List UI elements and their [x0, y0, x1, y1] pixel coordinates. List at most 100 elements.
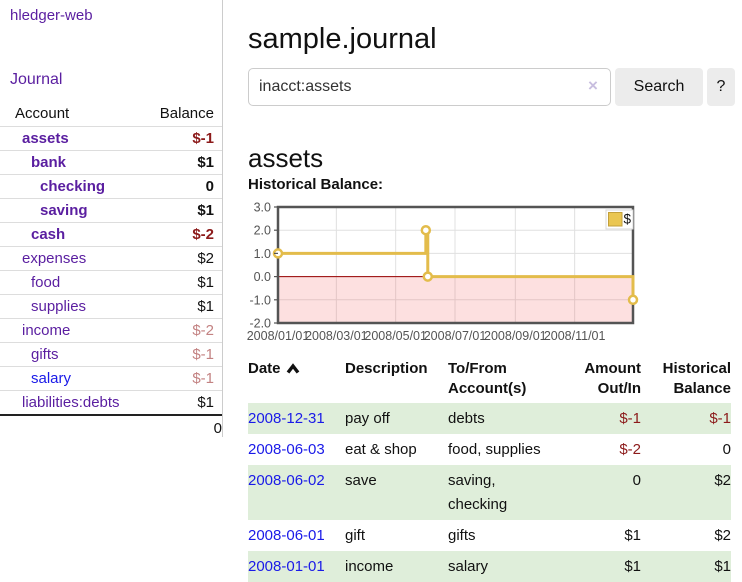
account-balance: $-1	[146, 126, 222, 151]
sidebar-account-liabilities-debts[interactable]: liabilities:debts	[22, 394, 120, 411]
sidebar-account-assets[interactable]: assets	[22, 130, 69, 147]
register-accounts: food, supplies	[448, 441, 541, 458]
accounts-balance-table: Account Balance assets $-1 bank $1 checking 0…	[0, 100, 222, 441]
register-date-link[interactable]: 2008-06-03	[248, 441, 325, 458]
svg-text:1.0: 1.0	[254, 247, 271, 261]
sidebar-account-gifts[interactable]: gifts	[31, 346, 59, 363]
register-balance: 0	[722, 441, 731, 458]
sidebar-account-row: salary $-1	[0, 366, 222, 391]
sidebar-account-cash[interactable]: cash	[31, 226, 66, 243]
register-description: income	[345, 558, 394, 575]
legend-swatch	[608, 212, 623, 227]
account-balance: $2	[146, 246, 222, 271]
legend-label: $	[624, 212, 632, 227]
register-table: Date Description To/From Account(s) Amou…	[248, 359, 731, 582]
sidebar-account-row: bank $1	[0, 150, 222, 175]
register-accounts: saving, checking	[448, 472, 508, 513]
account-balance: $1	[146, 294, 222, 319]
sidebar-account-row: checking 0	[0, 174, 222, 199]
historical-balance-chart: 3.0 2.0 1.0 0.0 -1.0 -2.02008/01/012008/03/01…	[247, 201, 639, 343]
chart-title: Historical Balance:	[248, 176, 384, 193]
register-amount: $1	[624, 558, 641, 575]
search-input[interactable]	[248, 68, 611, 106]
svg-text:3.0: 3.0	[254, 201, 271, 215]
register-description: pay off	[345, 410, 390, 427]
account-balance: $-2	[146, 222, 222, 247]
account-balance: $-1	[146, 342, 222, 367]
sidebar-account-row: income $-2	[0, 318, 222, 343]
register-accounts: salary	[448, 558, 489, 575]
register-row: 2008-06-03 eat & shop food, supplies $-2 0	[248, 434, 731, 465]
account-balance: $1	[146, 390, 222, 416]
column-header-date[interactable]: Date	[248, 359, 345, 403]
register-balance: $2	[714, 527, 731, 544]
account-balance: $1	[146, 198, 222, 223]
search-button[interactable]: Search	[615, 68, 703, 106]
svg-text:0.0: 0.0	[254, 270, 271, 284]
sidebar-account-row: gifts $-1	[0, 342, 222, 367]
svg-text:2008/01/01: 2008/01/01	[247, 329, 310, 343]
svg-text:2008/09/01: 2008/09/01	[484, 329, 547, 343]
sidebar-account-income[interactable]: income	[22, 322, 71, 339]
register-description: gift	[345, 527, 366, 544]
sidebar-account-row: cash $-2	[0, 222, 222, 247]
register-accounts: gifts	[448, 527, 476, 544]
account-heading: assets	[248, 142, 324, 173]
register-balance: $-1	[709, 410, 731, 427]
column-header-amount: Amount Out/In	[584, 360, 641, 397]
register-accounts: debts	[448, 410, 485, 427]
column-header-balance: Historical Balance	[662, 360, 731, 397]
svg-text:-1.0: -1.0	[249, 293, 271, 307]
sidebar-account-row: assets $-1	[0, 126, 222, 151]
sidebar-account-expenses[interactable]: expenses	[22, 250, 87, 267]
accounts-column-header: Account	[0, 100, 146, 127]
account-balance: 0	[146, 174, 222, 199]
account-balance: $-1	[146, 366, 222, 391]
help-button[interactable]: ?	[707, 68, 735, 106]
register-balance: $1	[714, 558, 731, 575]
sidebar-account-supplies[interactable]: supplies	[31, 298, 87, 315]
register-date-link[interactable]: 2008-06-02	[248, 472, 325, 489]
register-amount: $1	[624, 527, 641, 544]
sidebar-item-journal[interactable]: Journal	[10, 71, 63, 88]
column-header-description: Description	[345, 360, 428, 377]
register-row: 2008-12-31 pay off debts $-1 $-1	[248, 403, 731, 434]
register-description: eat & shop	[345, 441, 417, 458]
sidebar-account-row: liabilities:debts $1	[0, 390, 222, 416]
svg-text:2008/03/01: 2008/03/01	[305, 329, 368, 343]
register-row: 2008-01-01 income salary $1 $1	[248, 551, 731, 582]
sidebar-account-salary[interactable]: salary	[31, 370, 72, 387]
register-date-link[interactable]: 2008-06-01	[248, 527, 325, 544]
account-balance: $1	[146, 270, 222, 295]
brand-link[interactable]: hledger-web	[10, 7, 93, 24]
sidebar-account-row: saving $1	[0, 198, 222, 223]
register-amount: 0	[632, 472, 641, 489]
column-header-accounts: To/From Account(s)	[448, 360, 527, 397]
sort-ascending-icon	[286, 363, 299, 374]
register-date-link[interactable]: 2008-01-01	[248, 558, 325, 575]
svg-text:-2.0: -2.0	[249, 317, 271, 331]
sidebar-account-checking[interactable]: checking	[40, 178, 106, 195]
register-date-link[interactable]: 2008-12-31	[248, 410, 325, 427]
accounts-total-value: 0	[146, 414, 222, 441]
page-title: sample.journal	[248, 23, 437, 56]
register-amount: $-1	[619, 410, 641, 427]
sidebar-account-saving[interactable]: saving	[40, 202, 88, 219]
svg-text:2008/07/01: 2008/07/01	[424, 329, 487, 343]
accounts-total-row: 0	[0, 414, 222, 441]
register-description: save	[345, 472, 377, 489]
svg-text:2008/11/01: 2008/11/01	[544, 329, 606, 343]
sidebar-account-row: supplies $1	[0, 294, 222, 319]
account-balance: $-2	[146, 318, 222, 343]
register-amount: $-2	[619, 441, 641, 458]
svg-text:2.0: 2.0	[254, 224, 271, 238]
sidebar-account-bank[interactable]: bank	[31, 154, 67, 171]
sidebar-account-food[interactable]: food	[31, 274, 61, 291]
sidebar-account-row: food $1	[0, 270, 222, 295]
sidebar: hledger-web Journal Account Balance asse…	[0, 0, 223, 441]
svg-text:2008/05/01: 2008/05/01	[364, 329, 427, 343]
register-row: 2008-06-01 gift gifts $1 $2	[248, 520, 731, 551]
balance-column-header: Balance	[146, 100, 222, 127]
account-balance: $1	[146, 150, 222, 175]
clear-search-icon[interactable]: ×	[588, 76, 598, 95]
